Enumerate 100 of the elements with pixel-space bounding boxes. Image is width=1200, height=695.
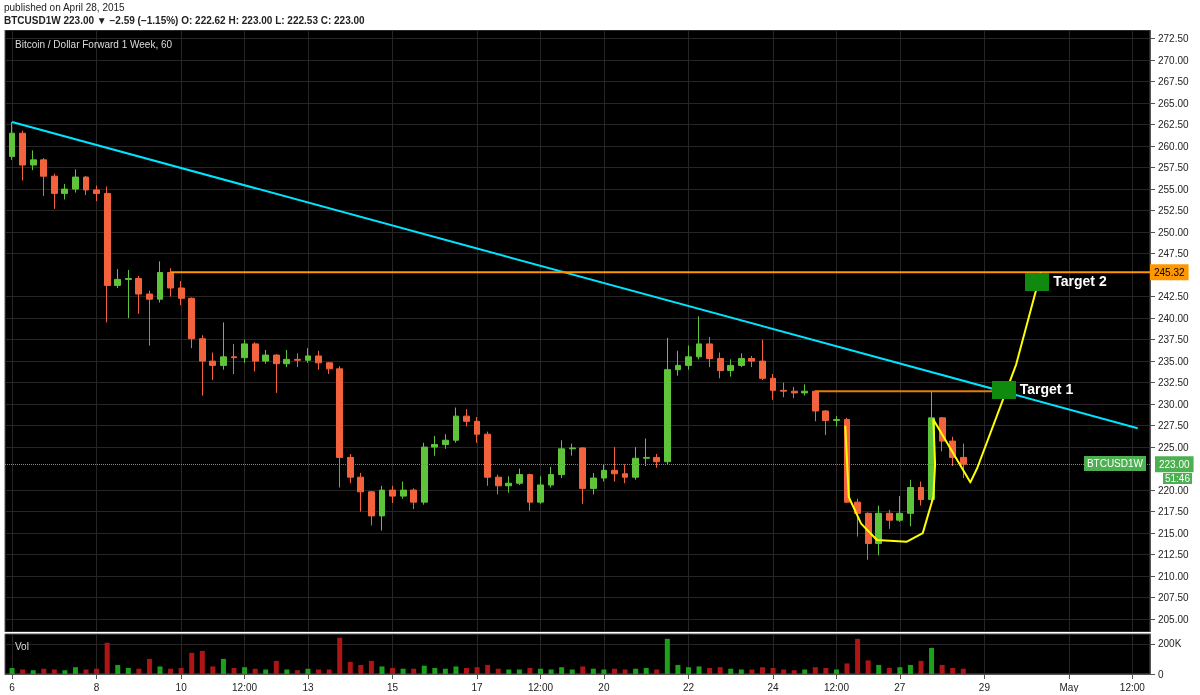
- candlestick: [273, 353, 280, 394]
- text: 51:46: [1162, 473, 1192, 485]
- candlestick: [379, 485, 385, 532]
- bar: [453, 666, 459, 674]
- y-tick-label: 217.50: [1158, 506, 1190, 518]
- bar: [643, 667, 649, 674]
- bar: [654, 669, 660, 674]
- candlestick: [125, 269, 132, 319]
- bar: [611, 668, 617, 674]
- bar: [939, 664, 945, 674]
- bar: [717, 667, 723, 674]
- bar: [400, 668, 406, 674]
- candlestick: [294, 352, 301, 368]
- bar: [823, 667, 829, 674]
- candlestick: [791, 386, 798, 399]
- bar: [749, 669, 755, 674]
- bar: [294, 670, 300, 674]
- bar: [358, 664, 364, 674]
- bar: [263, 669, 269, 674]
- y-tick-label: 212.50: [1158, 549, 1190, 561]
- candlestick: [622, 463, 628, 484]
- x-tick-label: 27: [894, 681, 906, 693]
- candlestick: [336, 365, 343, 489]
- bar: [929, 647, 935, 674]
- candlestick: [9, 121, 15, 161]
- y-tick-label: 247.50: [1158, 248, 1190, 260]
- y-tick-label: 205.00: [1158, 613, 1190, 625]
- candlestick: [199, 334, 206, 396]
- bar: [865, 660, 871, 674]
- bar: [146, 658, 152, 674]
- x-tick-label: 22: [682, 681, 695, 693]
- candlestick: [748, 355, 755, 368]
- candlestick: [738, 352, 745, 368]
- bar: [633, 668, 639, 674]
- bar: [210, 666, 216, 674]
- bar: [601, 669, 607, 674]
- bar: [886, 667, 892, 674]
- bar: [273, 660, 279, 674]
- candlestick: [40, 157, 47, 197]
- candlestick: [918, 481, 924, 507]
- bar: [707, 667, 713, 674]
- bar: [157, 666, 163, 674]
- y-tick-label: 267.50: [1158, 76, 1190, 88]
- y-tick-label: 232.50: [1158, 377, 1190, 389]
- bar: [9, 667, 15, 674]
- candlestick: [812, 389, 819, 422]
- bar: [168, 668, 174, 674]
- bar: [379, 666, 385, 674]
- bar: [907, 664, 913, 674]
- bar: [432, 667, 438, 674]
- candlestick: [51, 173, 58, 210]
- candlestick: [241, 339, 248, 364]
- candlestick: [548, 466, 554, 489]
- candlestick: [495, 474, 502, 495]
- y-tick-label: 265.00: [1158, 97, 1190, 109]
- bar: [284, 669, 290, 674]
- candlestick: [854, 498, 861, 538]
- bar: [897, 667, 903, 674]
- bar: [527, 667, 533, 674]
- x-tick-label: 29: [978, 681, 991, 693]
- candlestick: [104, 186, 111, 323]
- bar: [738, 669, 744, 674]
- bar: [220, 658, 226, 674]
- bar: [20, 669, 26, 674]
- candlestick: [579, 446, 586, 505]
- x-tick-label: 13: [302, 681, 314, 693]
- candlestick: [664, 337, 671, 465]
- bar: [115, 664, 121, 674]
- y-tick-label: 210.00: [1158, 570, 1190, 582]
- x-tick-label: 15: [386, 681, 399, 693]
- candlestick: [135, 275, 142, 315]
- bar: [960, 668, 966, 674]
- candlestick: [368, 490, 375, 526]
- text: Bitcoin / Dollar Forward 1 Week, 60: [15, 38, 173, 50]
- bar: [368, 660, 374, 674]
- bar: [855, 638, 861, 674]
- y-tick-label: 227.50: [1158, 420, 1190, 432]
- candlestick: [347, 453, 354, 484]
- candlestick: [696, 315, 702, 360]
- y-tick-label: 220.00: [1158, 484, 1190, 496]
- candlestick: [61, 183, 68, 200]
- y-tick-label: 207.50: [1158, 592, 1190, 604]
- candlestick: [114, 268, 121, 289]
- bar: [104, 642, 110, 674]
- text: published on April 28, 2015: [4, 1, 126, 14]
- candlestick: [252, 341, 259, 372]
- x-tick-label: 6: [9, 681, 16, 693]
- candlestick: [315, 350, 322, 371]
- candlestick: [326, 361, 333, 375]
- y-tick-label: 225.00: [1158, 441, 1190, 453]
- candlestick: [833, 415, 840, 427]
- candlestick: [463, 408, 470, 427]
- candlestick: [601, 463, 607, 482]
- y-tick-label: 257.50: [1158, 162, 1190, 174]
- candlestick: [675, 350, 681, 377]
- candlestick: [886, 509, 893, 530]
- bar: [590, 668, 596, 674]
- x-tick-label: May: [1059, 681, 1079, 693]
- y-tick-label: 272.50: [1158, 33, 1190, 45]
- candlestick: [717, 352, 724, 379]
